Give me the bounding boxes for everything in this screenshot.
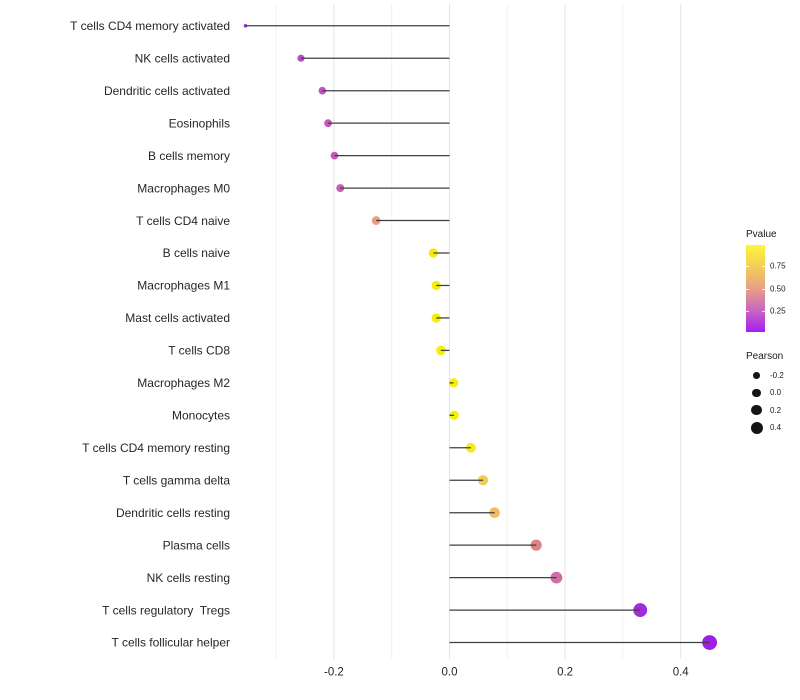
pearson-legend-item: -0.2 [746,367,784,384]
pvalue-gradient-bar: 0.75 0.50 0.25 [746,245,786,332]
lollipop-dot [530,539,542,551]
y-axis-label: NK cells resting [147,571,230,585]
pvalue-legend-tick-label: 0.25 [770,306,786,316]
y-axis-label: T cells regulatory Tregs [102,603,230,617]
pearson-legend-item-label: 0.2 [770,405,782,415]
pvalue-legend-tick-label: 0.50 [770,284,786,293]
pearson-legend-title: Pearson [746,351,784,362]
x-axis-tick-label: 0.2 [557,667,573,679]
pearson-legend-dot [750,421,763,434]
x-axis-tick-label: -0.2 [324,667,344,679]
lollipop-dot [436,345,446,356]
pvalue-legend-tick-mark [746,265,749,267]
pearson-legend-dot-holder [746,388,767,398]
y-axis-label: B cells memory [148,149,230,163]
y-axis-label: Monocytes [172,409,230,423]
pearson-legend-item-label: -0.2 [770,371,784,381]
pearson-legend-item-label: 0.4 [770,423,782,433]
pvalue-legend-tick-label: 0.75 [770,261,786,271]
y-axis-label: T cells follicular helper [112,636,231,650]
pearson-legend-dot-holder [746,372,767,380]
pvalue-legend: Pvalue 0.75 0.50 0.25 [746,229,786,332]
pearson-legend-dot [753,372,760,380]
pearson-legend: Pearson -0.2 0.0 0.2 0.4 [746,351,784,436]
x-axis-tick-label: 0.4 [673,667,690,679]
y-axis-label: T cells CD4 naive [136,214,230,228]
pearson-legend-item-label: 0.0 [770,388,782,398]
lollipop-dot [489,507,500,518]
pearson-legend-item: 0.0 [746,384,784,401]
pearson-legend-dot-holder [746,421,767,434]
y-axis-label: T cells gamma delta [123,473,230,487]
y-axis-label: Plasma cells [163,538,230,552]
pearson-legend-item: 0.2 [746,402,784,419]
pvalue-legend-tick-mark [746,311,749,313]
pearson-legend-dot [751,405,762,416]
pvalue-legend-title: Pvalue [746,229,777,240]
y-axis-label: T cells CD4 memory activated [70,19,230,33]
y-axis-label: Dendritic cells resting [116,506,230,520]
pvalue-legend-tick-mark [762,288,765,290]
pearson-legend-dot-holder [746,405,767,416]
y-axis-label: Macrophages M2 [137,376,230,390]
y-axis-label: B cells naive [163,246,231,260]
pearson-legend-item: 0.4 [746,419,784,436]
pearson-legend-dot [752,388,761,398]
pvalue-legend-tick-mark [762,311,765,313]
y-axis-label: Dendritic cells activated [104,84,230,98]
y-axis-label: NK cells activated [135,51,230,65]
y-axis-label: Mast cells activated [125,311,230,325]
y-axis-label: Macrophages M0 [137,181,230,195]
y-axis-label: T cells CD8 [168,344,230,358]
y-axis-label: Macrophages M1 [137,279,230,293]
y-axis-label: Eosinophils [169,116,230,130]
y-axis-label: T cells CD4 memory resting [82,441,230,455]
pvalue-legend-tick-mark [746,288,749,290]
x-axis-tick-label: 0.0 [442,667,458,679]
pearson-legend-items: -0.2 0.0 0.2 0.4 [746,367,784,436]
pvalue-legend-tick-mark [762,265,765,267]
